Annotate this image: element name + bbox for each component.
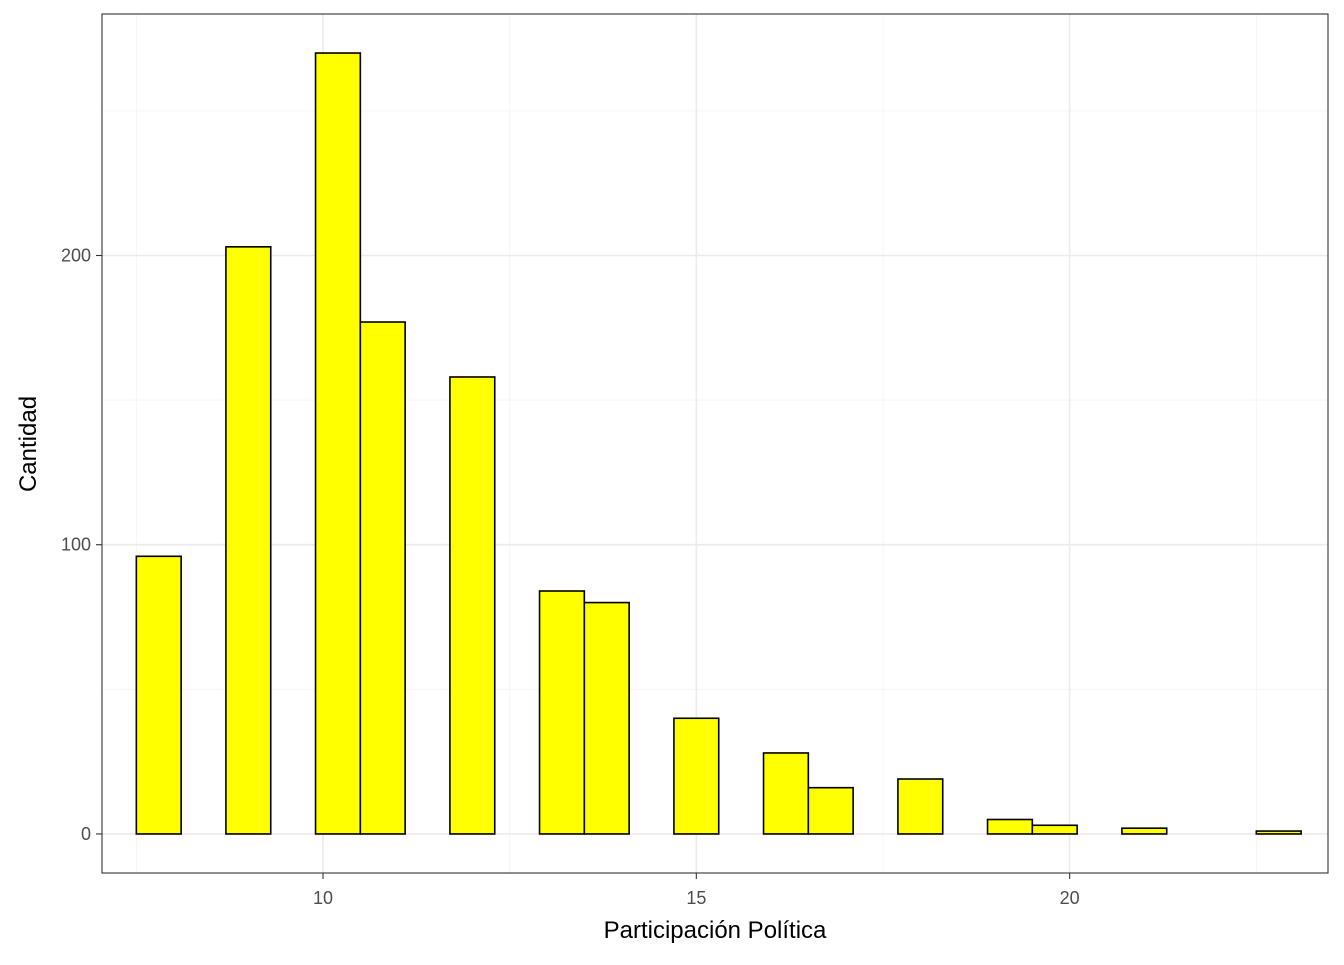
- x-tick-label: 20: [1060, 888, 1080, 908]
- histogram-bar: [314, 52, 362, 835]
- y-tick-label: 0: [81, 824, 91, 844]
- histogram-bar: [1031, 824, 1078, 835]
- y-axis-ticks: 0 100 200: [61, 246, 102, 844]
- x-axis-title: Participación Política: [604, 917, 827, 944]
- histogram-bar: [1255, 830, 1302, 835]
- minor-gridlines: [102, 14, 1328, 873]
- histogram-bar: [538, 590, 586, 835]
- x-tick-label: 15: [686, 888, 706, 908]
- histogram-bars: [135, 52, 1302, 835]
- histogram-bar: [807, 786, 854, 835]
- histogram-bar: [583, 601, 630, 835]
- y-axis-title: Cantidad: [15, 396, 42, 492]
- panel-border: [101, 13, 1329, 874]
- histogram-bar: [1121, 827, 1168, 835]
- histogram-bar: [986, 818, 1034, 835]
- y-tick-label: 100: [61, 535, 91, 555]
- histogram-bar: [225, 246, 272, 835]
- y-tick-label: 200: [61, 246, 91, 266]
- histogram-bar: [135, 555, 182, 835]
- x-tick-label: 10: [313, 888, 333, 908]
- histogram-bar: [449, 376, 496, 835]
- x-axis-ticks: 10 15 20: [313, 873, 1080, 908]
- histogram-bar: [359, 321, 406, 835]
- histogram-bar: [762, 752, 810, 835]
- histogram-bar: [897, 778, 944, 835]
- histogram-bar: [673, 717, 720, 835]
